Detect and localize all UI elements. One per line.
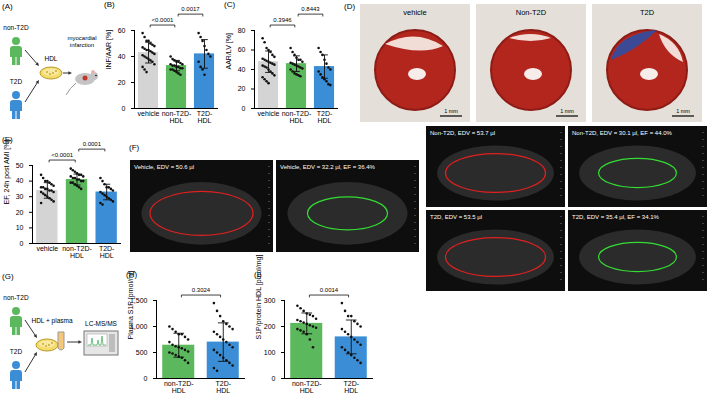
svg-text:10: 10 bbox=[16, 224, 24, 231]
svg-text:T2D-HDL: T2D-HDL bbox=[343, 380, 359, 394]
svg-text:30: 30 bbox=[16, 193, 24, 200]
svg-text:T2D: T2D bbox=[10, 348, 23, 355]
svg-text:INF/AAR [%]: INF/AAR [%] bbox=[105, 30, 113, 70]
svg-text:60: 60 bbox=[238, 46, 246, 53]
svg-text:Non-T2D, EDV = 30.1 µl, EF = 4: Non-T2D, EDV = 30.1 µl, EF = 44.0% bbox=[572, 130, 673, 136]
svg-text:0: 0 bbox=[20, 240, 24, 247]
svg-text:T2D-HDL: T2D-HDL bbox=[215, 380, 231, 394]
svg-text:non-T2D-HDL: non-T2D-HDL bbox=[162, 110, 192, 124]
svg-text:20: 20 bbox=[16, 209, 24, 216]
svg-text:vehicle: vehicle bbox=[138, 110, 160, 117]
svg-text:0.8443: 0.8443 bbox=[301, 6, 320, 12]
svg-text:non-T2D: non-T2D bbox=[3, 294, 29, 301]
svg-text:(D): (D) bbox=[344, 2, 355, 11]
svg-text:T2D-HDL: T2D-HDL bbox=[197, 110, 213, 124]
svg-text:1 mm: 1 mm bbox=[676, 108, 690, 114]
svg-text:0.0001: 0.0001 bbox=[83, 141, 102, 147]
svg-text:<0.0001: <0.0001 bbox=[51, 152, 74, 158]
svg-text:(A): (A) bbox=[2, 2, 13, 11]
svg-text:(G): (G) bbox=[2, 272, 14, 281]
svg-text:T2D-HDL: T2D-HDL bbox=[99, 245, 115, 259]
svg-text:500: 500 bbox=[136, 349, 148, 356]
svg-text:1 mm: 1 mm bbox=[444, 108, 458, 114]
svg-text:T2D: T2D bbox=[640, 8, 655, 17]
svg-text:Plasma S1P [pmol/ml]: Plasma S1P [pmol/ml] bbox=[127, 271, 135, 340]
svg-text:40: 40 bbox=[238, 66, 246, 73]
svg-text:0.3024: 0.3024 bbox=[192, 287, 211, 293]
svg-text:40: 40 bbox=[118, 53, 126, 60]
svg-text:LC-MS/MS: LC-MS/MS bbox=[85, 320, 117, 327]
svg-text:T2D, EDV = 35.4 µl, EF = 34.1%: T2D, EDV = 35.4 µl, EF = 34.1% bbox=[572, 214, 659, 220]
svg-text:Vehicle, EDV = 50.6 µl: Vehicle, EDV = 50.6 µl bbox=[134, 164, 194, 170]
svg-text:HDL + plasma: HDL + plasma bbox=[31, 317, 73, 325]
svg-text:T2D: T2D bbox=[10, 78, 23, 85]
svg-text:40: 40 bbox=[16, 177, 24, 184]
svg-text:200: 200 bbox=[264, 323, 276, 330]
svg-text:HDL: HDL bbox=[44, 55, 57, 62]
svg-text:EF, 24h post AMI [%]: EF, 24h post AMI [%] bbox=[3, 139, 11, 204]
svg-text:Non-T2D: Non-T2D bbox=[516, 8, 547, 17]
svg-text:20: 20 bbox=[118, 79, 126, 86]
svg-text:0.0014: 0.0014 bbox=[320, 287, 339, 293]
svg-text:60: 60 bbox=[118, 27, 126, 34]
svg-text:non-T2D-HDL: non-T2D-HDL bbox=[282, 110, 312, 124]
svg-text:S1P/protein HDL [pmol/mg]: S1P/protein HDL [pmol/mg] bbox=[255, 255, 263, 340]
svg-text:non-T2D-HDL: non-T2D-HDL bbox=[292, 380, 322, 394]
svg-text:vehicle: vehicle bbox=[36, 245, 58, 252]
svg-text:0: 0 bbox=[242, 105, 246, 112]
svg-text:AAR/LV [%]: AAR/LV [%] bbox=[225, 33, 233, 69]
svg-text:<0.0001: <0.0001 bbox=[152, 17, 175, 23]
svg-text:0: 0 bbox=[144, 375, 148, 382]
svg-text:0.3946: 0.3946 bbox=[273, 17, 292, 23]
svg-text:80: 80 bbox=[238, 27, 246, 34]
svg-text:0: 0 bbox=[122, 105, 126, 112]
svg-text:100: 100 bbox=[264, 349, 276, 356]
svg-text:300: 300 bbox=[264, 297, 276, 304]
svg-text:non-T2D: non-T2D bbox=[3, 24, 29, 31]
svg-text:non-T2D-HDL: non-T2D-HDL bbox=[62, 245, 92, 259]
svg-text:myocardialinfarction: myocardialinfarction bbox=[67, 35, 96, 48]
svg-text:vehicle: vehicle bbox=[258, 110, 280, 117]
svg-text:(F): (F) bbox=[129, 143, 140, 152]
svg-text:0: 0 bbox=[272, 375, 276, 382]
svg-text:T2D-HDL: T2D-HDL bbox=[317, 110, 333, 124]
svg-text:1 mm: 1 mm bbox=[560, 108, 574, 114]
svg-text:T2D, EDV = 53.5 µl: T2D, EDV = 53.5 µl bbox=[430, 214, 482, 220]
svg-text:20: 20 bbox=[238, 85, 246, 92]
svg-text:Non-T2D, EDV = 53.7 µl: Non-T2D, EDV = 53.7 µl bbox=[430, 130, 495, 136]
svg-text:Vehicle, EDV = 32.2 µl, EF = 3: Vehicle, EDV = 32.2 µl, EF = 36.4% bbox=[280, 164, 376, 170]
svg-text:vehicle: vehicle bbox=[403, 8, 426, 17]
svg-text:0.0017: 0.0017 bbox=[181, 6, 200, 12]
svg-text:50: 50 bbox=[16, 162, 24, 169]
svg-text:non-T2D-HDL: non-T2D-HDL bbox=[164, 380, 194, 394]
